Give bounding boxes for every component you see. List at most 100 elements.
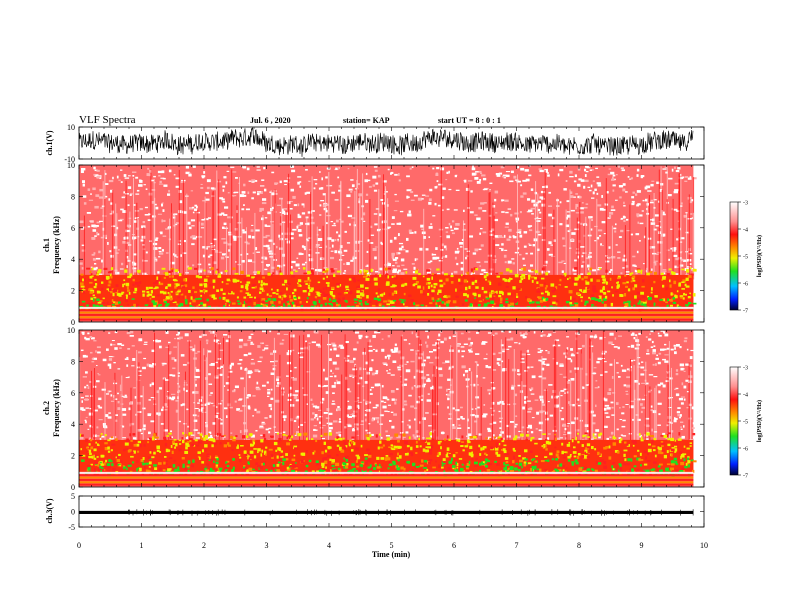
ch1-spectrogram-cell <box>674 166 676 169</box>
ch2-spectrogram-cell <box>195 437 201 439</box>
ch2-spectrogram-cell <box>375 349 378 353</box>
ch2-spectrogram-cell <box>419 370 424 373</box>
ch2-spectrogram-cell <box>575 429 580 432</box>
ch2-spectrogram-cell <box>346 423 351 426</box>
ch2-spectrogram-cell <box>554 395 560 398</box>
ch1-spectrogram-cell <box>609 277 612 281</box>
ch1-spectrogram-cell <box>455 189 460 191</box>
ch2-spectrogram-cell <box>208 373 211 376</box>
ch1-spectrogram-cell <box>246 227 247 294</box>
ch1-spectrogram-cell <box>179 303 184 307</box>
ch1-spectrogram-cell <box>223 304 226 309</box>
ch1-spectrogram-cell <box>408 196 410 198</box>
ch1-spectrogram-cell <box>587 186 591 189</box>
ch1-spectrogram-cell <box>272 272 275 275</box>
ch1-spectrogram-cell <box>132 262 137 266</box>
ch1-spectrogram-cell <box>296 225 299 229</box>
ch1-spectrogram-cell <box>299 181 302 183</box>
ch1-spectrogram-cell <box>612 184 616 187</box>
ch2-spectrogram-cell <box>192 391 197 394</box>
ch1-spectrogram-cell <box>577 292 580 295</box>
ch2-spectrogram-cell <box>371 418 374 422</box>
ch1-spectrogram-cell <box>318 268 322 272</box>
ch1-spectrogram-cell <box>344 230 347 233</box>
ch1-spectrogram-cell <box>374 271 379 273</box>
ch1-spectrogram-cell <box>461 274 463 277</box>
ch2-spectrogram-cell <box>122 425 125 428</box>
ch1-spectrogram-cell <box>364 271 370 275</box>
ch1-spectrogram-cell <box>231 169 233 287</box>
ch2-spectrogram-cell <box>383 363 387 366</box>
ch1-spectrogram-cell <box>254 296 257 299</box>
ch1-spectrogram-cell <box>592 288 597 292</box>
ch2-spectrogram-cell <box>422 351 424 460</box>
ch2-spectrogram-cell <box>295 416 300 420</box>
ch2-spectrogram-cell <box>438 464 441 468</box>
ch2-spectrogram-cell <box>433 365 435 471</box>
ch1-spectrogram-cell <box>147 167 150 170</box>
ch1-spectrogram-cell <box>435 173 439 177</box>
ch1-spectrogram-cell <box>158 283 162 286</box>
ch2-spectrogram-cell <box>296 431 300 434</box>
ch1-spectrogram-cell <box>293 304 296 307</box>
ch2-spectrogram-cell <box>181 404 184 406</box>
ch2-spectrogram-cell <box>531 375 536 379</box>
ch2-spectrogram-cell <box>390 411 394 413</box>
ch2-spectrogram-cell <box>548 333 552 336</box>
ch2-spectrogram-cell <box>336 436 340 439</box>
ch1-spectrogram-cell <box>232 278 237 283</box>
ch1-spectrogram-cell <box>540 190 546 194</box>
ch1-spectrogram-cell <box>243 278 247 282</box>
ch1-spectrogram-cell <box>291 260 296 264</box>
ch1-spectrogram-cell <box>189 302 192 305</box>
ch1-spectrogram-cell <box>398 247 403 251</box>
ch1-spectrogram-cell <box>571 297 576 301</box>
ch2-spectrogram-cell <box>390 447 394 450</box>
ch2-spectrogram-cell <box>391 425 395 429</box>
ch1-spectrogram-cell <box>666 273 670 277</box>
ch1-spectrogram-cell <box>526 211 531 213</box>
ch2-spectrogram-cell <box>369 464 372 468</box>
ch1-spectrogram-cell <box>356 290 360 294</box>
ch2-spectrogram-cell <box>479 469 482 474</box>
ch2-spectrogram-cell <box>369 388 372 391</box>
ch1-spectrogram-cell <box>381 220 385 224</box>
ch2-spectrogram-cell <box>111 340 115 342</box>
ch2-spectrogram-cell <box>491 401 495 405</box>
ch2-spectrogram-cell <box>84 355 88 358</box>
ch1-spectrogram-cell <box>95 257 101 260</box>
ch1-spectrogram-cell <box>306 297 309 300</box>
ch1-spectrogram-cell <box>516 288 521 290</box>
ch2-spectrogram-cell <box>286 361 292 365</box>
ch1-spectrogram-cell <box>191 235 196 238</box>
ch2-spectrogram-cell <box>542 358 547 361</box>
ch1-spectrogram-cell <box>505 222 509 225</box>
ch1-spectrogram-cell <box>428 198 432 201</box>
ch1-spectrogram-cell <box>455 295 459 298</box>
ch1-spectrogram-cell <box>283 180 288 183</box>
ch1-spectrogram-cell <box>152 302 157 306</box>
ch1-spectrogram-cell <box>578 298 583 302</box>
ch1-spectrogram-cell <box>263 245 268 247</box>
ch2-spectrogram-cell <box>177 389 181 393</box>
ch1-spectrogram-cell <box>375 302 378 305</box>
ch2-spectrogram-cell <box>499 427 502 430</box>
ch1-spectrogram-cell <box>336 270 341 273</box>
ch1-spectrogram-cell <box>618 185 624 188</box>
ch1-spectrogram-cell <box>133 291 137 294</box>
ch1-spectrogram-cell <box>596 279 600 283</box>
ch1-spectrogram-cell <box>450 229 454 232</box>
ch2-spectrogram-cell <box>650 346 654 348</box>
ch1-spectrogram-cell <box>158 304 163 306</box>
ch2-spectrogram-cell <box>534 465 537 469</box>
ch1-spectrogram-cell <box>185 171 190 175</box>
ch1-spectrogram-cell <box>243 296 247 299</box>
ch2-spectrogram-cell <box>408 394 412 397</box>
ch1-spectrogram-cell <box>159 180 162 184</box>
ch1-spectrogram-cell <box>133 178 134 306</box>
ch2-spectrogram-cell <box>632 332 635 335</box>
ch1-spectrogram-cell <box>92 304 96 308</box>
ch1-spectrogram-cell <box>331 244 334 248</box>
ch2-spectrogram-cell <box>137 444 142 448</box>
ch2-spectrogram-cell <box>270 361 274 363</box>
